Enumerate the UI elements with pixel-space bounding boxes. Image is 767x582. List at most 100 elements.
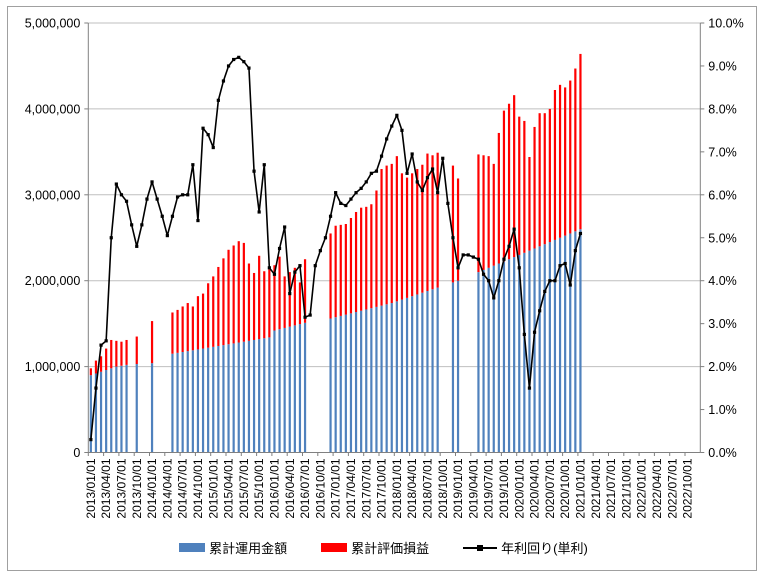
x-axis-label: 2013/04/01 — [99, 458, 113, 518]
yield-line-marker — [390, 124, 394, 128]
stacked-bar-gain — [298, 282, 302, 325]
yield-line-marker — [293, 270, 297, 274]
yield-line-marker — [379, 154, 384, 158]
stacked-bar-principal — [242, 341, 245, 453]
stacked-bar-gain — [89, 368, 92, 376]
yield-line-marker — [532, 330, 537, 334]
stacked-bar-gain — [421, 164, 424, 293]
x-axis-label: 2022/07/01 — [665, 458, 679, 518]
stacked-bar-principal — [507, 259, 511, 453]
yield-line-marker — [196, 218, 200, 223]
stacked-bar-gain — [451, 165, 455, 283]
yield-line-marker — [252, 169, 256, 173]
stacked-bar-gain — [181, 306, 184, 352]
yield-line-marker — [313, 264, 317, 268]
left-axis-label: 3,000,000 — [25, 188, 81, 202]
stacked-bar-gain — [120, 341, 123, 366]
yield-line-marker — [405, 171, 409, 175]
stacked-bar-principal — [558, 237, 562, 453]
stacked-bar-gain — [288, 272, 291, 327]
yield-line-marker — [140, 223, 144, 227]
stacked-bar-principal — [411, 296, 414, 453]
left-axis-label: 0 — [73, 446, 80, 460]
yield-line-marker — [104, 339, 108, 343]
yield-line-marker — [502, 257, 506, 261]
yield-line-marker — [369, 171, 373, 175]
yield-line-marker — [119, 193, 124, 197]
right-axis-label: 9.0% — [708, 59, 737, 73]
stacked-bar-gain — [365, 206, 368, 310]
stacked-bar-principal — [564, 235, 567, 453]
stacked-bar-principal — [222, 345, 225, 453]
x-axis-label: 2022/01/01 — [635, 458, 649, 518]
stacked-bar-principal — [375, 306, 378, 453]
yield-line-marker — [354, 191, 358, 195]
yield-line-marker — [476, 257, 481, 261]
stacked-bar-principal — [436, 287, 439, 453]
x-axis-label: 2015/04/01 — [222, 458, 236, 518]
stacked-bar-gain — [411, 173, 414, 297]
yield-line-marker — [364, 180, 368, 184]
legend-label-yield: 年利回り(単利) — [501, 541, 588, 556]
stacked-bar-gain — [207, 283, 210, 348]
yield-line-marker — [436, 191, 440, 195]
stacked-bar-gain — [538, 113, 541, 247]
x-axis-label: 2019/07/01 — [482, 458, 496, 518]
stacked-bar-principal — [395, 301, 398, 453]
stacked-bar-principal — [115, 366, 118, 453]
stacked-bar-principal — [171, 353, 174, 453]
yield-line-marker — [425, 176, 430, 180]
stacked-bar-gain — [273, 265, 276, 331]
stacked-bar-gain — [477, 154, 480, 273]
stacked-bar-gain — [375, 190, 378, 307]
stacked-bar-principal — [548, 242, 551, 453]
x-axis-label: 2015/01/01 — [206, 458, 220, 518]
stacked-bar-principal — [360, 310, 363, 453]
stacked-bar-gain — [125, 339, 128, 365]
yield-line-marker — [446, 201, 450, 205]
stacked-bar-principal — [574, 231, 577, 453]
x-axis-label: 2019/10/01 — [497, 458, 511, 518]
x-axis-label: 2022/04/01 — [650, 458, 664, 518]
x-axis-label: 2014/01/01 — [145, 458, 159, 518]
stacked-bar-principal — [344, 314, 347, 453]
legend-swatch-blue — [179, 543, 206, 552]
yield-line-marker — [385, 137, 389, 141]
x-axis-label: 2019/04/01 — [466, 458, 480, 518]
stacked-bar-principal — [298, 324, 302, 453]
yield-line-marker — [247, 66, 251, 70]
legend-item-gain: 累計評価損益 — [321, 538, 429, 557]
stacked-bar-principal — [533, 248, 536, 453]
stacked-bar-principal — [227, 344, 230, 453]
yield-line-marker — [308, 313, 312, 317]
left-axis-label: 4,000,000 — [25, 102, 81, 116]
stacked-bar-principal — [456, 280, 460, 453]
stacked-bar-principal — [390, 303, 393, 453]
stacked-bar-principal — [278, 329, 281, 453]
stacked-bar-principal — [380, 305, 383, 453]
x-axis-label: 2017/07/01 — [359, 458, 373, 518]
yield-line-marker — [471, 255, 475, 259]
stacked-bar-principal — [421, 292, 424, 453]
x-axis-label: 2016/04/01 — [283, 458, 297, 518]
yield-line-marker — [165, 234, 169, 238]
yield-line-marker — [89, 438, 93, 442]
chart-legend: 累計運用金額 累計評価損益 年利回り(単利) — [0, 538, 767, 557]
stacked-bar-gain — [278, 256, 281, 330]
x-axis-label: 2021/01/01 — [573, 458, 587, 518]
legend-label-principal: 累計運用金額 — [209, 541, 288, 556]
stacked-bar-principal — [247, 340, 251, 453]
yield-line-marker — [232, 57, 236, 62]
x-axis-label: 2013/01/01 — [84, 458, 98, 518]
right-axis-label: 3.0% — [708, 317, 737, 331]
stacked-bar-gain — [482, 155, 485, 270]
stacked-bar-gain — [390, 163, 393, 304]
stacked-bar-principal — [191, 350, 194, 453]
stacked-bar-gain — [263, 271, 266, 339]
yield-line-marker — [430, 167, 435, 171]
stacked-bar-principal — [150, 363, 154, 453]
yield-line-marker — [226, 64, 231, 68]
stacked-bar-gain — [349, 217, 353, 314]
right-axis-label: 2.0% — [708, 360, 737, 374]
x-axis-label: 2014/07/01 — [176, 458, 190, 518]
